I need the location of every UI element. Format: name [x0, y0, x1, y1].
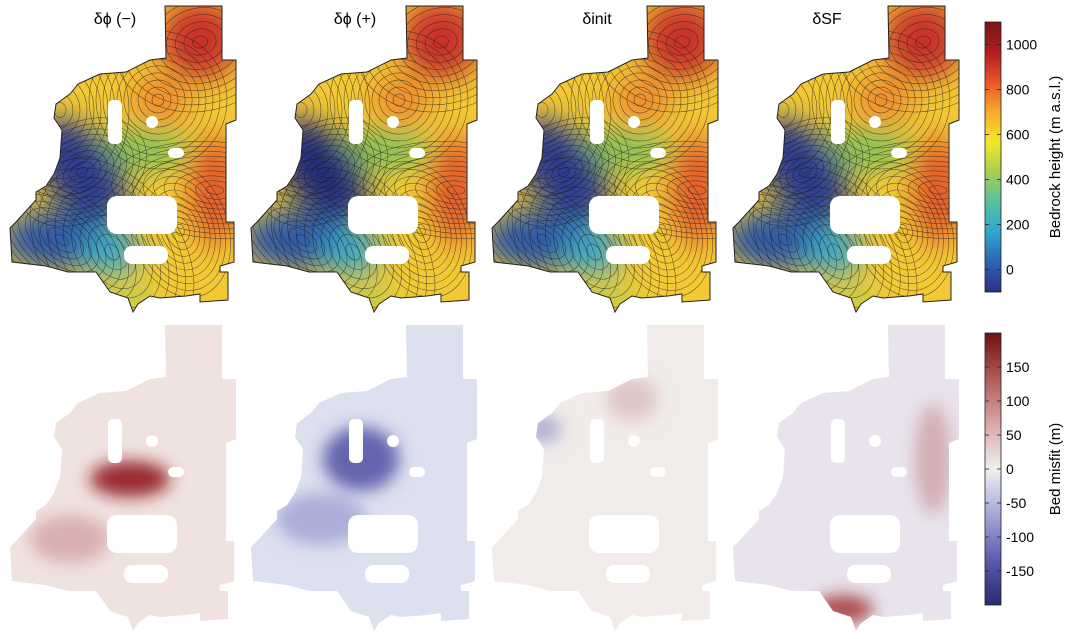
bedrock-height-map: [250, 5, 478, 313]
data-gap: [590, 419, 604, 463]
data-gap: [891, 148, 907, 158]
data-gap: [349, 419, 363, 463]
data-gap: [365, 246, 409, 264]
colorbar-tick-label: 50: [1006, 427, 1022, 443]
data-gap: [650, 148, 666, 158]
colorbar-bedrock-height: 1000 800 600 400 200 0 Bedrock height (m a.s.…: [984, 21, 1064, 293]
data-gap: [831, 100, 845, 144]
colorbar-tick-label: 200: [1006, 217, 1030, 233]
data-gap: [387, 435, 399, 447]
bedrock-height-map: [491, 5, 719, 313]
colorbar-tick-label: 400: [1006, 172, 1030, 188]
data-gap: [847, 246, 891, 264]
colorbar-tick-label: -50: [1006, 495, 1026, 511]
data-gap: [168, 467, 184, 477]
data-gap: [589, 196, 659, 234]
data-gap: [830, 196, 900, 234]
colorbar-bedrock-label: Bedrock height (m a.s.l.): [1047, 76, 1064, 239]
colorbar-tick-label: -100: [1006, 529, 1034, 545]
data-gap: [365, 565, 409, 583]
panel-title-1: δϕ (−): [94, 11, 136, 28]
data-gap: [606, 565, 650, 583]
data-gap: [146, 116, 158, 128]
data-gap: [124, 565, 168, 583]
panel-title-3: δinit: [582, 11, 612, 28]
colorbar-tick-label: 1000: [1006, 37, 1037, 53]
data-gap: [831, 419, 845, 463]
bedrock-height-map: [9, 5, 237, 313]
data-gap: [650, 467, 666, 477]
colorbar-tick-label: 150: [1006, 359, 1030, 375]
colorbar-bed-misfit: 150 100 50 0 -50 -100 -150 Bed misfit (m): [984, 332, 1064, 606]
data-gap: [628, 116, 640, 128]
data-gap: [409, 148, 425, 158]
data-gap: [108, 419, 122, 463]
data-gap: [606, 246, 650, 264]
panel-titles: δϕ (−) δϕ (+) δinit δSF: [94, 11, 842, 28]
colorbar-tick-label: 0: [1006, 461, 1014, 477]
data-gap: [847, 565, 891, 583]
colorbar-tick-label: 600: [1006, 127, 1030, 143]
panel-title-4: δSF: [812, 11, 842, 28]
panel-title-2: δϕ (+): [334, 11, 376, 28]
data-gap: [348, 515, 418, 553]
colorbar-misfit-ticks: 150 100 50 0 -50 -100 -150: [985, 359, 1034, 579]
bed-misfit-map: [10, 325, 236, 631]
data-gap: [107, 515, 177, 553]
data-gap: [107, 196, 177, 234]
colorbar-tick-label: -150: [1006, 563, 1034, 579]
colorbar-tick-label: 100: [1006, 393, 1030, 409]
colorbar-bedrock-bar: [984, 21, 1002, 293]
data-gap: [891, 467, 907, 477]
bed-misfit-map: [251, 325, 477, 631]
data-gap: [348, 196, 418, 234]
data-gap: [590, 100, 604, 144]
data-gap: [168, 148, 184, 158]
data-gap: [124, 246, 168, 264]
bed-misfit-map: [492, 325, 718, 631]
data-gap: [830, 515, 900, 553]
colorbar-bedrock-ticks: 1000 800 600 400 200 0: [985, 37, 1037, 278]
data-gap: [869, 435, 881, 447]
data-gap: [349, 100, 363, 144]
data-gap: [869, 116, 881, 128]
data-gap: [146, 435, 158, 447]
data-gap: [409, 467, 425, 477]
colorbar-misfit-label: Bed misfit (m): [1047, 423, 1064, 516]
bed-misfit-map: [733, 325, 959, 631]
data-gap: [108, 100, 122, 144]
data-gap: [628, 435, 640, 447]
colorbar-tick-label: 800: [1006, 82, 1030, 98]
data-gap: [589, 515, 659, 553]
colorbar-tick-label: 0: [1006, 262, 1014, 278]
data-gap: [387, 116, 399, 128]
